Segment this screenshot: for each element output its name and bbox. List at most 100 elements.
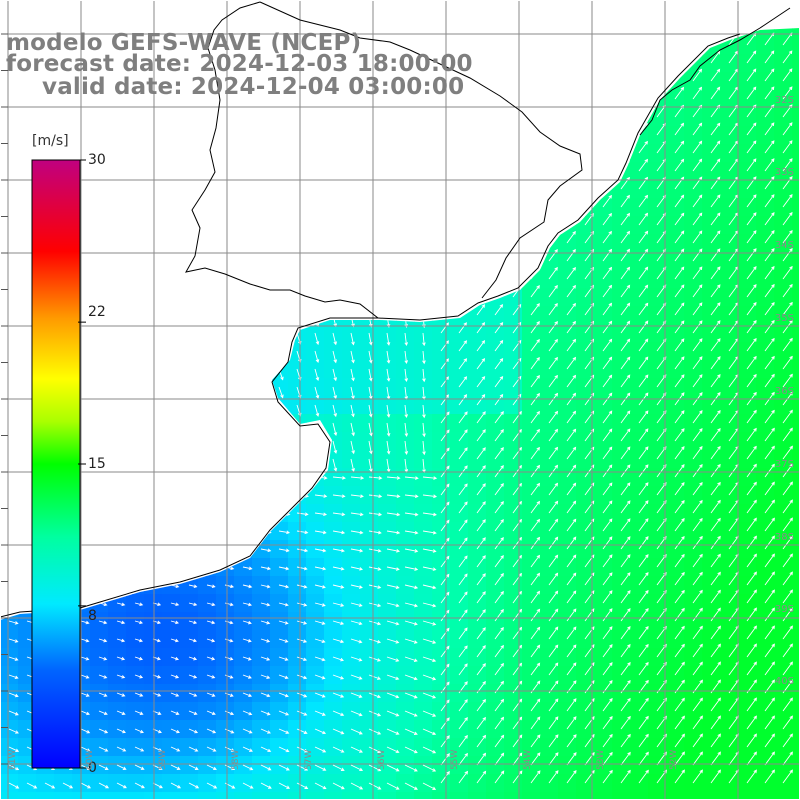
wind-cell: [720, 72, 739, 91]
wind-cell: [198, 468, 217, 487]
wind-arrow: [656, 374, 667, 388]
wind-arrow: [746, 625, 757, 640]
wind-arrow: [314, 494, 328, 498]
wind-arrow: [620, 482, 631, 496]
wind-arrow: [242, 206, 248, 218]
wind-cell: [720, 360, 739, 379]
wind-arrow: [314, 656, 326, 662]
wind-cell: [108, 486, 127, 505]
wind-arrow: [350, 656, 363, 662]
wind-arrow: [350, 764, 364, 772]
wind-arrow: [512, 698, 523, 712]
wind-arrow: [8, 548, 20, 553]
wind-arrow: [8, 692, 19, 698]
wind-arrow: [116, 782, 127, 789]
wind-cell: [504, 522, 523, 541]
wind-arrow: [620, 320, 631, 334]
wind-arrow: [206, 620, 216, 625]
wind-cell: [306, 252, 325, 271]
wind-cell: [306, 162, 325, 181]
wind-cell: [720, 180, 739, 199]
wind-arrow: [368, 152, 373, 166]
wind-cell: [702, 720, 721, 739]
wind-cell: [144, 234, 163, 253]
wind-arrow: [476, 411, 486, 424]
wind-arrow: [8, 782, 20, 789]
wind-arrow: [116, 548, 127, 552]
wind-arrow: [260, 764, 272, 771]
wind-arrow: [134, 116, 142, 127]
wind-arrow: [8, 746, 20, 752]
wind-arrow: [674, 284, 685, 298]
wind-cell: [540, 180, 559, 199]
wind-arrow: [134, 710, 144, 715]
wind-arrow: [656, 464, 667, 478]
wind-cell: [90, 414, 109, 433]
wind-cell: [144, 504, 163, 523]
wind-arrow: [476, 214, 485, 226]
wind-arrow: [494, 232, 504, 244]
lon-label: 56W: [377, 749, 387, 770]
wind-arrow: [675, 16, 683, 27]
wind-arrow: [368, 422, 373, 437]
wind-arrow: [440, 699, 450, 712]
wind-arrow: [620, 140, 630, 154]
wind-cell: [738, 0, 757, 19]
wind-cell: [234, 288, 253, 307]
wind-cell: [234, 324, 253, 343]
wind-arrow: [98, 278, 106, 289]
wind-cell: [522, 774, 541, 793]
wind-arrow: [782, 158, 793, 172]
wind-cell: [756, 630, 775, 649]
wind-arrow: [80, 242, 88, 252]
wind-arrow: [80, 764, 91, 770]
wind-arrow: [548, 159, 558, 172]
wind-cell: [252, 108, 271, 127]
wind-cell: [126, 468, 145, 487]
wind-arrow: [206, 188, 213, 200]
wind-arrow: [80, 278, 88, 288]
wind-arrow: [315, 9, 319, 20]
wind-arrow: [206, 440, 213, 452]
wind-arrow: [530, 626, 541, 640]
lat-label: 34S: [774, 240, 794, 251]
wind-cell: [522, 342, 541, 361]
wind-arrow: [494, 321, 504, 334]
wind-cell: [504, 360, 523, 379]
wind-arrow: [368, 620, 382, 626]
wind-cell: [738, 756, 757, 775]
wind-arrow: [710, 338, 721, 352]
wind-cell: [594, 54, 613, 73]
wind-cell: [612, 324, 631, 343]
wind-cell: [756, 378, 775, 397]
wind-arrow: [494, 250, 504, 262]
wind-cell: [702, 558, 721, 577]
wind-arrow: [638, 320, 649, 334]
wind-arrow: [260, 692, 271, 698]
wind-cell: [450, 504, 469, 523]
wind-arrow: [494, 572, 504, 586]
wind-arrow: [441, 0, 448, 9]
wind-arrow: [548, 464, 559, 478]
wind-arrow: [206, 475, 219, 480]
wind-cell: [486, 270, 505, 289]
wind-arrow: [242, 422, 249, 435]
wind-cell: [396, 216, 415, 235]
wind-arrow: [116, 475, 128, 480]
wind-arrow: [350, 134, 355, 148]
wind-arrow: [674, 769, 685, 784]
wind-arrow: [494, 124, 503, 136]
wind-arrow: [530, 374, 540, 388]
wind-cell: [666, 162, 685, 181]
wind-cell: [270, 0, 289, 19]
wind-arrow: [422, 152, 426, 166]
wind-arrow: [170, 224, 177, 235]
wind-arrow: [602, 302, 613, 316]
wind-arrow: [188, 368, 195, 380]
wind-cell: [324, 216, 343, 235]
wind-cell: [0, 252, 19, 271]
wind-cell: [684, 702, 703, 721]
wind-arrow: [368, 674, 381, 680]
wind-cell: [558, 342, 577, 361]
wind-cell: [108, 540, 127, 559]
